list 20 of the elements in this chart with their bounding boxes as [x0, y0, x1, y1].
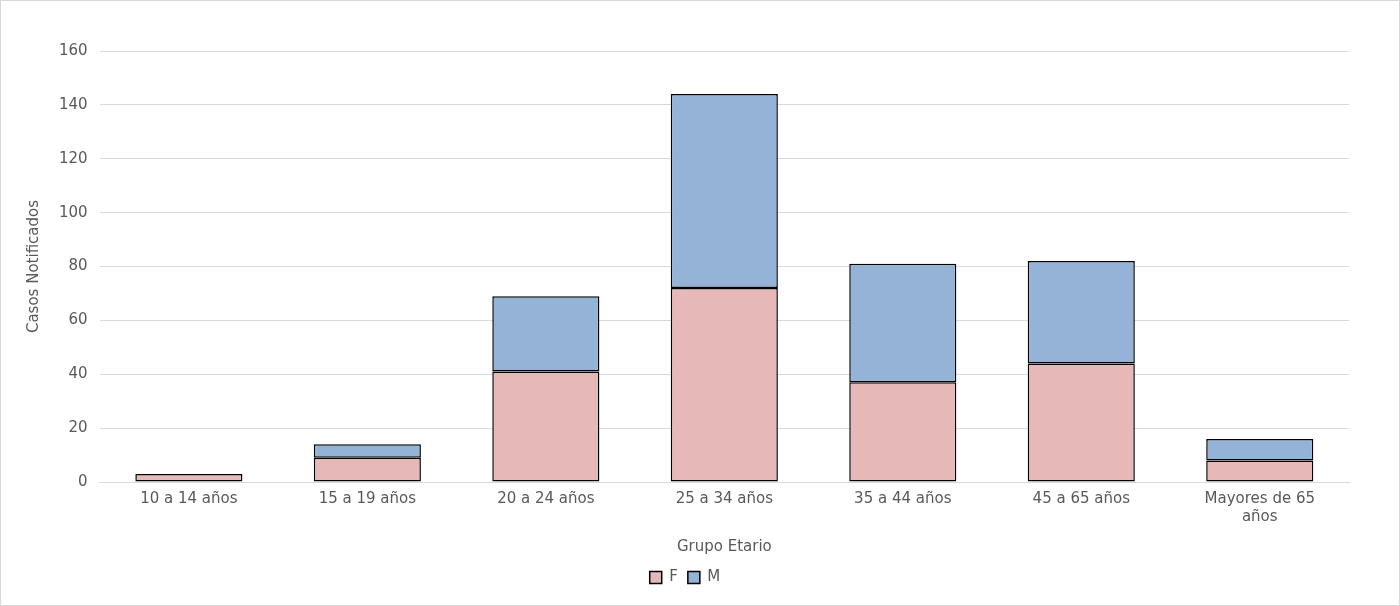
y-tick-label: 20 — [68, 418, 88, 437]
y-tick-label: 40 — [68, 364, 88, 383]
x-axis-title: Grupo Etario — [676, 536, 772, 555]
y-tick-label: 120 — [58, 148, 88, 167]
x-tick-label: 10 a 14 años — [140, 488, 238, 507]
y-tick-label: 160 — [58, 40, 88, 59]
legend-label: F — [669, 567, 678, 586]
y-tick-label: 80 — [68, 256, 88, 275]
y-tick-label: 60 — [68, 310, 88, 329]
legend-label: M — [707, 567, 721, 586]
y-tick-label: 140 — [58, 94, 88, 113]
x-tick-label: 35 a 44 años — [854, 488, 952, 507]
y-tick-label: 100 — [58, 202, 88, 221]
x-tick-label: 25 a 34 años — [675, 488, 774, 507]
x-tick-label: 15 a 19 años — [318, 488, 417, 507]
y-axis-title: Casos Notificados — [23, 199, 42, 334]
x-tick-label: Mayores de 65 años — [1204, 488, 1315, 525]
x-tick-label: 20 a 24 años — [497, 488, 595, 507]
y-tick-label: 0 — [78, 471, 88, 490]
x-tick-label: 45 a 65 años — [1032, 488, 1131, 507]
